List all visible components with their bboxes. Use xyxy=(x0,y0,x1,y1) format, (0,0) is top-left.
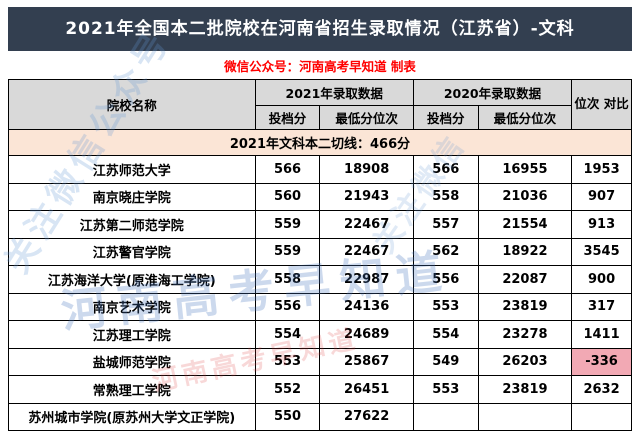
header-2020-data: 2020年录取数据 xyxy=(412,79,573,106)
rank-diff-cell: 1411 xyxy=(571,320,632,349)
header-row-sub: 投档分 最低分位次 投档分 最低分位次 xyxy=(9,105,632,130)
rank-2021-cell: 25867 xyxy=(319,347,414,376)
score-2021-cell: 550 xyxy=(254,402,321,431)
rank-diff-cell: 2632 xyxy=(571,375,632,404)
score-2020-cell: 557 xyxy=(412,210,479,239)
score-2020-cell: 562 xyxy=(412,237,479,266)
school-name-cell: 江苏理工学院 xyxy=(8,320,256,349)
rank-diff-cell xyxy=(571,402,632,431)
table-row: 江苏第二师范学院 559 22467 557 21554 913 xyxy=(8,210,632,239)
rank-diff-cell: 1953 xyxy=(571,155,632,184)
school-name-cell: 常熟理工学院 xyxy=(8,375,256,404)
rank-2021-cell: 24689 xyxy=(319,320,414,349)
score-2020-cell: 553 xyxy=(412,292,479,321)
table-row: 苏州城市学院(原苏州大学文正学院) 550 27622 xyxy=(8,402,632,431)
rank-2021-cell: 26451 xyxy=(319,375,414,404)
table-row: 江苏师范大学 566 18908 566 16955 1953 xyxy=(8,155,632,184)
rank-2020-cell: 26203 xyxy=(477,347,573,376)
rank-2020-cell: 23278 xyxy=(477,320,573,349)
rank-2020-cell: 21036 xyxy=(477,182,573,211)
rank-2020-cell: 23819 xyxy=(477,292,573,321)
table-row: 江苏理工学院 554 24689 554 23278 1411 xyxy=(8,320,632,349)
table-row: 江苏海洋大学(原淮海工学院) 558 22987 556 22087 900 xyxy=(8,265,632,294)
school-name-cell: 苏州城市学院(原苏州大学文正学院) xyxy=(8,402,256,431)
admissions-table: 院校名称 2021年录取数据 2020年录取数据 位次 对比 投档分 最低分位次… xyxy=(8,79,632,431)
header-row-groups: 院校名称 2021年录取数据 2020年录取数据 位次 对比 xyxy=(8,79,632,130)
score-2020-cell: 553 xyxy=(412,375,479,404)
rank-2020-cell: 21554 xyxy=(477,210,573,239)
score-2021-cell: 554 xyxy=(254,320,321,349)
table-row: 常熟理工学院 552 26451 553 23819 2632 xyxy=(8,375,632,404)
score-2021-cell: 558 xyxy=(254,265,321,294)
school-name-cell: 江苏师范大学 xyxy=(8,155,256,184)
rank-2021-cell: 24136 xyxy=(319,292,414,321)
rank-2021-cell: 22467 xyxy=(319,210,414,239)
rank-2021-cell: 27622 xyxy=(319,402,414,431)
score-2021-cell: 566 xyxy=(254,155,321,184)
school-name-cell: 江苏警官学院 xyxy=(8,237,256,266)
school-name-cell: 盐城师范学院 xyxy=(8,347,256,376)
rank-2020-cell: 23819 xyxy=(477,375,573,404)
score-2020-cell xyxy=(412,402,479,431)
header-2021-min-rank: 最低分位次 xyxy=(319,105,414,130)
score-2021-cell: 553 xyxy=(254,347,321,376)
score-2020-cell: 558 xyxy=(412,182,479,211)
score-2021-cell: 552 xyxy=(254,375,321,404)
score-2020-cell: 566 xyxy=(412,155,479,184)
score-2020-cell: 556 xyxy=(412,265,479,294)
rank-2020-cell: 18922 xyxy=(477,237,573,266)
cutline-text: 2021年文科本二切线：466分 xyxy=(8,129,632,156)
page-title: 2021年全国本二批院校在河南省招生录取情况（江苏省）-文科 xyxy=(65,19,575,39)
header-rank-compare: 位次 对比 xyxy=(571,79,632,130)
table-row: 南京晓庄学院 560 21943 558 21036 907 xyxy=(8,182,632,211)
score-2021-cell: 560 xyxy=(254,182,321,211)
header-2020-score: 投档分 xyxy=(412,105,479,130)
score-2021-cell: 559 xyxy=(254,237,321,266)
header-school-name: 院校名称 xyxy=(8,79,256,130)
wechat-subtitle: 微信公众号：河南高考早知道 制表 xyxy=(224,59,416,74)
table-row: 盐城师范学院 553 25867 549 26203 -336 xyxy=(8,347,632,376)
header-2021-data: 2021年录取数据 xyxy=(254,79,414,106)
rank-diff-cell: 900 xyxy=(571,265,632,294)
table-row: 江苏警官学院 559 22467 562 18922 3545 xyxy=(8,237,632,266)
rank-diff-cell: 317 xyxy=(571,292,632,321)
rank-2021-cell: 22987 xyxy=(319,265,414,294)
score-2020-cell: 554 xyxy=(412,320,479,349)
score-2021-cell: 559 xyxy=(254,210,321,239)
rank-2021-cell: 22467 xyxy=(319,237,414,266)
school-name-cell: 江苏海洋大学(原淮海工学院) xyxy=(8,265,256,294)
rank-diff-cell-negative: -336 xyxy=(571,347,632,376)
score-2020-cell: 549 xyxy=(412,347,479,376)
rank-2020-cell: 22087 xyxy=(477,265,573,294)
school-name-cell: 南京晓庄学院 xyxy=(8,182,256,211)
header-2021-score: 投档分 xyxy=(254,105,321,130)
table-row: 南京艺术学院 556 24136 553 23819 317 xyxy=(8,292,632,321)
rank-diff-cell: 907 xyxy=(571,182,632,211)
header-2020-min-rank: 最低分位次 xyxy=(477,105,573,130)
rank-2020-cell: 16955 xyxy=(477,155,573,184)
rank-2021-cell: 21943 xyxy=(319,182,414,211)
rank-2021-cell: 18908 xyxy=(319,155,414,184)
school-name-cell: 南京艺术学院 xyxy=(8,292,256,321)
rank-diff-cell: 913 xyxy=(571,210,632,239)
score-2021-cell: 556 xyxy=(254,292,321,321)
school-name-cell: 江苏第二师范学院 xyxy=(8,210,256,239)
cutline-row: 2021年文科本二切线：466分 xyxy=(8,129,632,156)
rank-diff-cell: 3545 xyxy=(571,237,632,266)
title-bar: 2021年全国本二批院校在河南省招生录取情况（江苏省）-文科 xyxy=(8,7,632,51)
rank-2020-cell xyxy=(477,402,573,431)
